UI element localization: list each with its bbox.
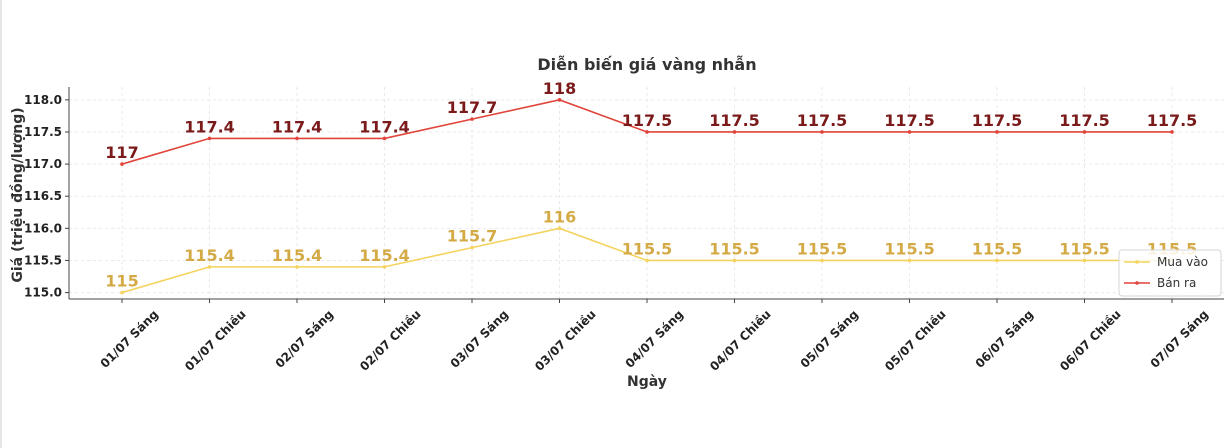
data-point	[645, 258, 649, 263]
data-point	[732, 258, 737, 263]
legend-marker	[1135, 281, 1139, 285]
data-point	[120, 290, 124, 295]
data-point	[995, 258, 999, 263]
data-label: 115.4	[272, 246, 323, 265]
x-tick-label: 07/07 Sáng	[1148, 307, 1212, 371]
data-point	[295, 265, 299, 269]
data-point	[557, 226, 562, 231]
x-tick-label: 05/07 Sáng	[798, 307, 862, 371]
data-point	[907, 258, 912, 263]
y-tick-label: 116.5	[24, 189, 62, 203]
data-point	[295, 136, 299, 141]
y-axis-title: Giá (triệu đồng/lượng)	[9, 107, 26, 282]
legend-marker	[1135, 260, 1139, 264]
legend: Mua vào Bán ra	[1118, 249, 1222, 297]
data-label: 115.7	[447, 227, 498, 246]
series-layer	[120, 98, 1174, 295]
data-point	[382, 265, 387, 269]
data-point	[382, 136, 387, 141]
y-tick-label: 116.0	[24, 221, 62, 235]
data-label: 115.4	[359, 246, 410, 265]
data-label: 115.5	[972, 239, 1023, 258]
x-tick-label: 01/07 Sáng	[98, 307, 162, 371]
chart-title: Diễn biến giá vàng nhẫn	[537, 55, 756, 74]
x-tick-label: 04/07 Chiều	[707, 307, 774, 374]
x-tick-label: 05/07 Chiều	[882, 307, 949, 374]
data-label: 118	[543, 79, 576, 98]
data-labels: 115 115.4 115.4 115.4 115.7 116 115.5 115.5 115.…	[105, 79, 1197, 291]
x-axis-title: Ngày	[627, 374, 667, 390]
x-tick-label: 06/07 Chiều	[1057, 307, 1124, 374]
data-point	[120, 162, 124, 166]
data-point	[1170, 130, 1174, 134]
data-label: 117.5	[622, 111, 673, 130]
legend-label: Mua vào	[1157, 255, 1208, 269]
x-tick-label: 02/07 Sáng	[273, 307, 337, 371]
data-point	[207, 265, 212, 269]
data-label: 117.5	[797, 111, 848, 130]
x-tick-label: 03/07 Chiều	[532, 307, 599, 374]
data-label: 115.5	[709, 239, 760, 258]
data-point	[1082, 258, 1087, 263]
data-point	[995, 130, 999, 134]
data-label: 117.5	[884, 111, 935, 130]
data-point	[907, 130, 912, 134]
x-tick-label: 06/07 Sáng	[973, 307, 1037, 371]
x-tick-label: 04/07 Sáng	[623, 307, 687, 371]
data-point	[1082, 130, 1087, 134]
data-label: 117.4	[184, 117, 235, 136]
y-tick-label: 117.0	[24, 157, 62, 171]
y-tick-label: 115.0	[24, 286, 62, 300]
y-tick-label: 117.5	[24, 125, 62, 139]
data-label: 115.5	[1059, 239, 1110, 258]
y-tick-label: 115.5	[24, 253, 62, 267]
data-label: 117	[105, 143, 138, 162]
data-point	[820, 130, 824, 134]
data-label: 115.5	[797, 239, 848, 258]
data-label: 117.4	[359, 117, 410, 136]
x-tick-label: 03/07 Sáng	[448, 307, 512, 371]
data-point	[207, 136, 212, 141]
x-tick-label: 02/07 Chiều	[357, 307, 424, 374]
data-label: 115.5	[622, 239, 673, 258]
data-label: 117.5	[1059, 111, 1110, 130]
data-point	[820, 258, 824, 263]
data-label: 117.4	[272, 117, 323, 136]
data-label: 115	[105, 272, 138, 291]
data-label: 116	[543, 207, 576, 226]
data-point	[470, 245, 474, 250]
data-label: 115.4	[184, 246, 235, 265]
x-tick-label: 01/07 Chiều	[182, 307, 249, 374]
data-label: 115.5	[884, 239, 935, 258]
data-label: 117.5	[1147, 111, 1198, 130]
data-point	[470, 117, 474, 121]
data-point	[557, 98, 562, 102]
data-label: 117.5	[709, 111, 760, 130]
legend-label: Bán ra	[1157, 276, 1196, 290]
data-label: 117.5	[972, 111, 1023, 130]
data-point	[732, 130, 737, 134]
data-label: 117.7	[447, 98, 498, 117]
data-point	[645, 130, 649, 134]
y-tick-label: 118.0	[24, 93, 62, 107]
